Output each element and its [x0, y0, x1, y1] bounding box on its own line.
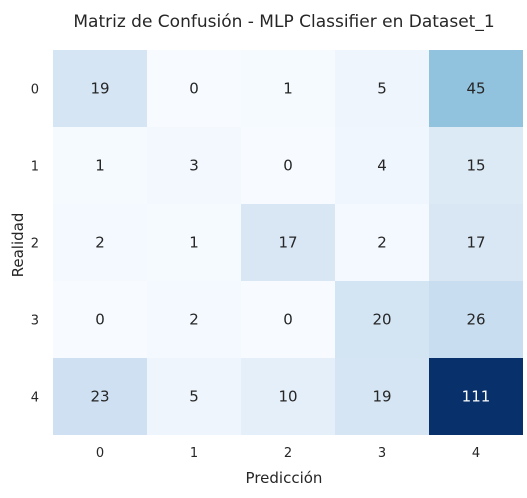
- x-tick-label: 1: [190, 446, 198, 461]
- x-tick-label: 3: [378, 446, 386, 461]
- heatmap-cell-r3-c1: [147, 281, 241, 358]
- heatmap-cell-value: 2: [377, 234, 387, 252]
- heatmap-cell-r0-c1: [147, 50, 241, 127]
- heatmap-cell-value: 5: [189, 388, 199, 406]
- heatmap-cell-r0-c4: [429, 50, 523, 127]
- x-tick-label: 0: [96, 446, 104, 461]
- heatmap-cell-r2-c0: [53, 204, 147, 281]
- heatmap-cell-value: 2: [95, 234, 105, 252]
- heatmap-cell-value: 3: [189, 157, 199, 175]
- heatmap-cell-value: 4: [377, 157, 387, 175]
- heatmap-cell-r4-c1: [147, 358, 241, 435]
- heatmap-cell-r3-c4: [429, 281, 523, 358]
- heatmap-cell-value: 1: [95, 157, 105, 175]
- heatmap-cell-r3-c3: [335, 281, 429, 358]
- heatmap-cell-r2-c4: [429, 204, 523, 281]
- heatmap-cell-r0-c0: [53, 50, 147, 127]
- heatmap-cell-r4-c4: [429, 358, 523, 435]
- heatmap-cell-value: 1: [283, 80, 293, 98]
- heatmap-cell-r1-c4: [429, 127, 523, 204]
- heatmap-cell-value: 0: [189, 80, 199, 98]
- heatmap-cell-value: 5: [377, 80, 387, 98]
- x-tick-labels: 0 1 2 3 4: [96, 446, 480, 461]
- heatmap-cell-value: 1: [189, 234, 199, 252]
- heatmap-cell-value: 26: [466, 311, 485, 329]
- heatmap-cell-r2-c1: [147, 204, 241, 281]
- y-tick-label: 0: [31, 83, 39, 98]
- heatmap-cell-value: 10: [278, 388, 297, 406]
- y-axis-label: Realidad: [9, 213, 27, 278]
- y-tick-label: 2: [31, 237, 39, 252]
- heatmap-cell-r1-c2: [241, 127, 335, 204]
- heatmap-cell-value: 20: [372, 311, 391, 329]
- heatmap-cell-value: 0: [283, 157, 293, 175]
- y-tick-label: 3: [31, 314, 39, 329]
- y-tick-label: 4: [31, 391, 39, 406]
- heatmap-cell-value: 0: [95, 311, 105, 329]
- heatmap-cells: [53, 50, 523, 435]
- heatmap-cell-value: 17: [466, 234, 485, 252]
- heatmap-cell-r3-c2: [241, 281, 335, 358]
- heatmap-cell-r1-c3: [335, 127, 429, 204]
- chart-title: Matriz de Confusión - MLP Classifier en …: [73, 12, 494, 32]
- heatmap-cell-r0-c3: [335, 50, 429, 127]
- heatmap-cell-value: 19: [372, 388, 391, 406]
- heatmap-cell-value: 0: [283, 311, 293, 329]
- heatmap-cell-r2-c3: [335, 204, 429, 281]
- heatmap-cell-value: 2: [189, 311, 199, 329]
- heatmap-cell-value: 17: [278, 234, 297, 252]
- heatmap-cell-r1-c0: [53, 127, 147, 204]
- heatmap-cell-value: 23: [90, 388, 109, 406]
- y-tick-label: 1: [31, 160, 39, 175]
- x-tick-label: 4: [472, 446, 480, 461]
- heatmap-cell-value: 19: [90, 80, 109, 98]
- heatmap-cell-r4-c0: [53, 358, 147, 435]
- heatmap-cell-r0-c2: [241, 50, 335, 127]
- heatmap-cell-r2-c2: [241, 204, 335, 281]
- heatmap-cell-r1-c1: [147, 127, 241, 204]
- y-tick-labels: 0 1 2 3 4: [31, 83, 39, 406]
- heatmap-cell-value: 111: [462, 388, 491, 406]
- heatmap-cell-value: 45: [466, 80, 485, 98]
- heatmap-cell-value: 15: [466, 157, 485, 175]
- x-axis-label: Predicción: [246, 469, 323, 487]
- heatmap-cell-r3-c0: [53, 281, 147, 358]
- heatmap-cell-r4-c3: [335, 358, 429, 435]
- heatmap-cell-r4-c2: [241, 358, 335, 435]
- x-tick-label: 2: [284, 446, 292, 461]
